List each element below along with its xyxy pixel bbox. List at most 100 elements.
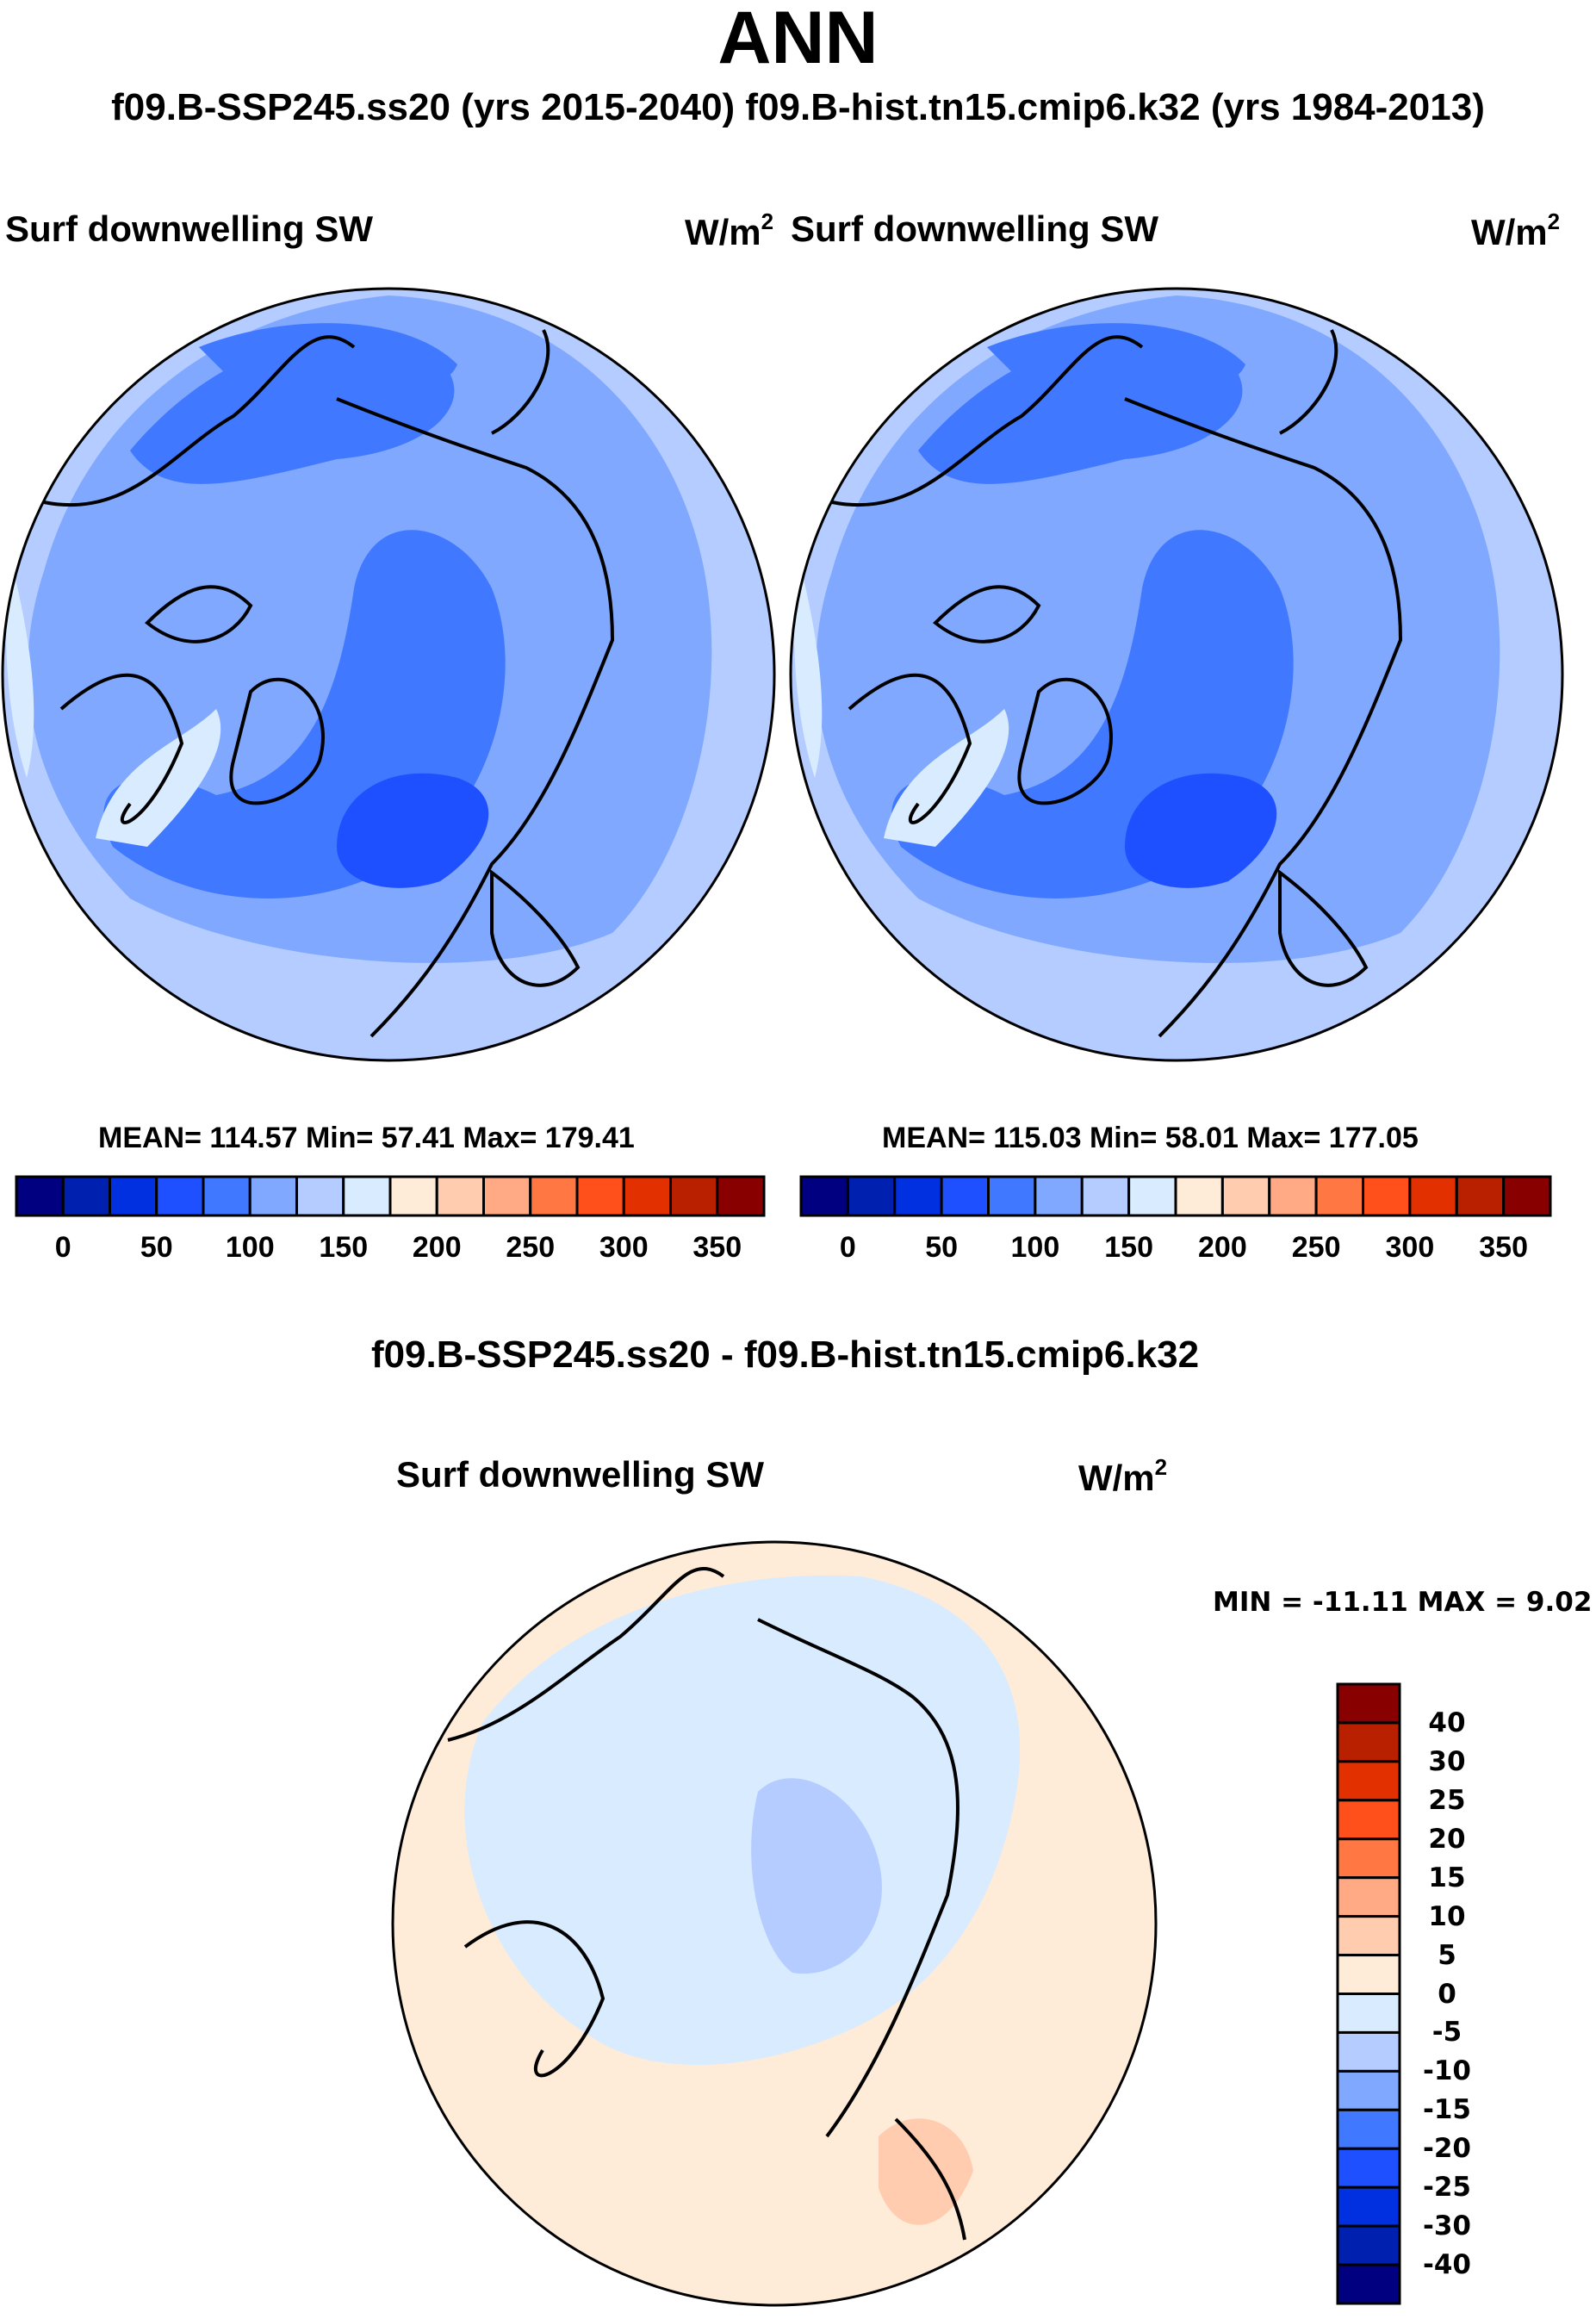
diff-colorbar-label: -20 [1422, 2133, 1471, 2165]
difference-heading: f09.B-SSP245.ss20 - f09.B-hist.tn15.cmip… [370, 1334, 1200, 1376]
left-colorbar-label: 150 [319, 1231, 369, 1264]
main-title: ANN [717, 0, 879, 79]
left-colorbar-box [295, 1175, 345, 1217]
right-map [791, 289, 1562, 1060]
left-colorbar-box [248, 1175, 298, 1217]
diff-colorbar-label: 30 [1428, 1745, 1466, 1777]
diff-colorbar-box [1336, 1915, 1401, 1957]
diff-colorbar-box [1336, 2108, 1401, 2150]
diff-colorbar-box [1336, 1954, 1401, 1995]
left-colorbar-label: 350 [692, 1231, 742, 1264]
diff-colorbar-box [1336, 1799, 1401, 1841]
diff-colorbar-label: 40 [1428, 1707, 1466, 1738]
left-colorbar-label: 300 [599, 1231, 649, 1264]
left-stats: MEAN= 114.57 Min= 57.41 Max= 179.41 [98, 1122, 635, 1154]
left-map [3, 289, 774, 1060]
left-colorbar-box [15, 1175, 65, 1217]
diff-colorbar-box [1336, 1721, 1401, 1763]
diff-panel-title: Surf downwelling SW [396, 1454, 764, 1495]
units-sup: 2 [1154, 1454, 1168, 1480]
diff-colorbar-box [1336, 2030, 1401, 2073]
diff-colorbar-box [1336, 2185, 1401, 2228]
diff-colorbar-label: -10 [1422, 2055, 1471, 2087]
difference-map [393, 1542, 1156, 2305]
left-colorbar-box [575, 1175, 625, 1217]
right-colorbar-box [1455, 1175, 1506, 1217]
diff-colorbar-label: -40 [1422, 2249, 1471, 2281]
diff-colorbar-box [1336, 1837, 1401, 1880]
right-colorbar-box [1034, 1175, 1084, 1217]
diff-colorbar-box [1336, 1760, 1401, 1802]
right-colorbar-box [1127, 1175, 1177, 1217]
left-colorbar-box [109, 1175, 158, 1217]
right-colorbar-box [1362, 1175, 1412, 1217]
right-colorbar-box [1080, 1175, 1131, 1217]
left-colorbar-label: 50 [140, 1231, 173, 1264]
left-map-border [1, 287, 776, 1062]
left-colorbar-box [202, 1175, 252, 1217]
diff-colorbar-box [1336, 2069, 1401, 2111]
left-colorbar-box [155, 1175, 205, 1217]
diff-colorbar-box [1336, 1682, 1401, 1725]
diff-colorbar-label: 15 [1428, 1862, 1466, 1893]
right-colorbar-box [1268, 1175, 1318, 1217]
diff-colorbar-box [1336, 2147, 1401, 2189]
left-colorbar-box [435, 1175, 485, 1217]
left-colorbar-box [388, 1175, 438, 1217]
diff-colorbar-label: -30 [1422, 2210, 1471, 2242]
right-colorbar-label: 150 [1104, 1231, 1153, 1264]
diff-colorbar-label: 0 [1438, 1978, 1456, 2010]
left-colorbar-box [61, 1175, 111, 1217]
left-colorbar-box [622, 1175, 672, 1217]
left-panel-units: W/m2 [685, 208, 773, 253]
diff-colorbar-label: 5 [1438, 1939, 1456, 1971]
left-colorbar-box [529, 1175, 579, 1217]
right-stats: MEAN= 115.03 Min= 58.01 Max= 177.05 [882, 1122, 1419, 1154]
diff-colorbar-box [1336, 2263, 1401, 2305]
right-colorbar-label: 250 [1291, 1231, 1341, 1264]
units-text: W/m [1471, 212, 1548, 252]
diff-panel-units: W/m2 [1078, 1454, 1167, 1499]
right-colorbar-box [1502, 1175, 1552, 1217]
left-colorbar-box [669, 1175, 719, 1217]
units-sup: 2 [761, 208, 774, 234]
left-colorbar-label: 250 [506, 1231, 556, 1264]
right-colorbar-box [987, 1175, 1037, 1217]
units-sup: 2 [1547, 208, 1561, 234]
diff-colorbar-box [1336, 1993, 1401, 2034]
right-colorbar-box [799, 1175, 849, 1217]
left-colorbar-box [716, 1175, 766, 1217]
right-colorbar-label: 0 [839, 1231, 856, 1264]
diff-stats: MIN = -11.11 MAX = 9.02 [1213, 1587, 1593, 1618]
left-colorbar-box [482, 1175, 532, 1217]
subtitle: f09.B-SSP245.ss20 (yrs 2015-2040) f09.B-… [111, 86, 1485, 128]
right-colorbar-label: 50 [925, 1231, 959, 1264]
right-colorbar-label: 350 [1479, 1231, 1528, 1264]
right-colorbar-box [1174, 1175, 1224, 1217]
diff-colorbar-label: -25 [1422, 2172, 1471, 2204]
diff-colorbar-label: -5 [1431, 2017, 1462, 2049]
right-colorbar-box [940, 1175, 990, 1217]
diff-colorbar-label: 20 [1428, 1823, 1466, 1855]
diff-colorbar-box [1336, 1876, 1401, 1918]
right-colorbar-box [1220, 1175, 1271, 1217]
diff-colorbar-box [1336, 2224, 1401, 2266]
right-colorbar-label: 200 [1198, 1231, 1247, 1264]
units-text: W/m [685, 212, 761, 252]
difference-map-border [391, 1540, 1158, 2307]
left-colorbar-label: 200 [412, 1231, 462, 1264]
left-colorbar-box [342, 1175, 392, 1217]
diff-colorbar-label: 10 [1428, 1900, 1466, 1932]
left-colorbar-label: 100 [225, 1231, 275, 1264]
diff-colorbar-label: 25 [1428, 1784, 1466, 1816]
units-text: W/m [1078, 1458, 1155, 1498]
right-colorbar-label: 300 [1385, 1231, 1435, 1264]
right-colorbar-label: 100 [1010, 1231, 1060, 1264]
right-colorbar-box [893, 1175, 943, 1217]
right-colorbar-box [1408, 1175, 1458, 1217]
right-panel-units: W/m2 [1471, 208, 1560, 253]
left-panel-title: Surf downwelling SW [5, 208, 373, 249]
right-panel-title: Surf downwelling SW [791, 208, 1158, 249]
right-map-border [789, 287, 1564, 1062]
